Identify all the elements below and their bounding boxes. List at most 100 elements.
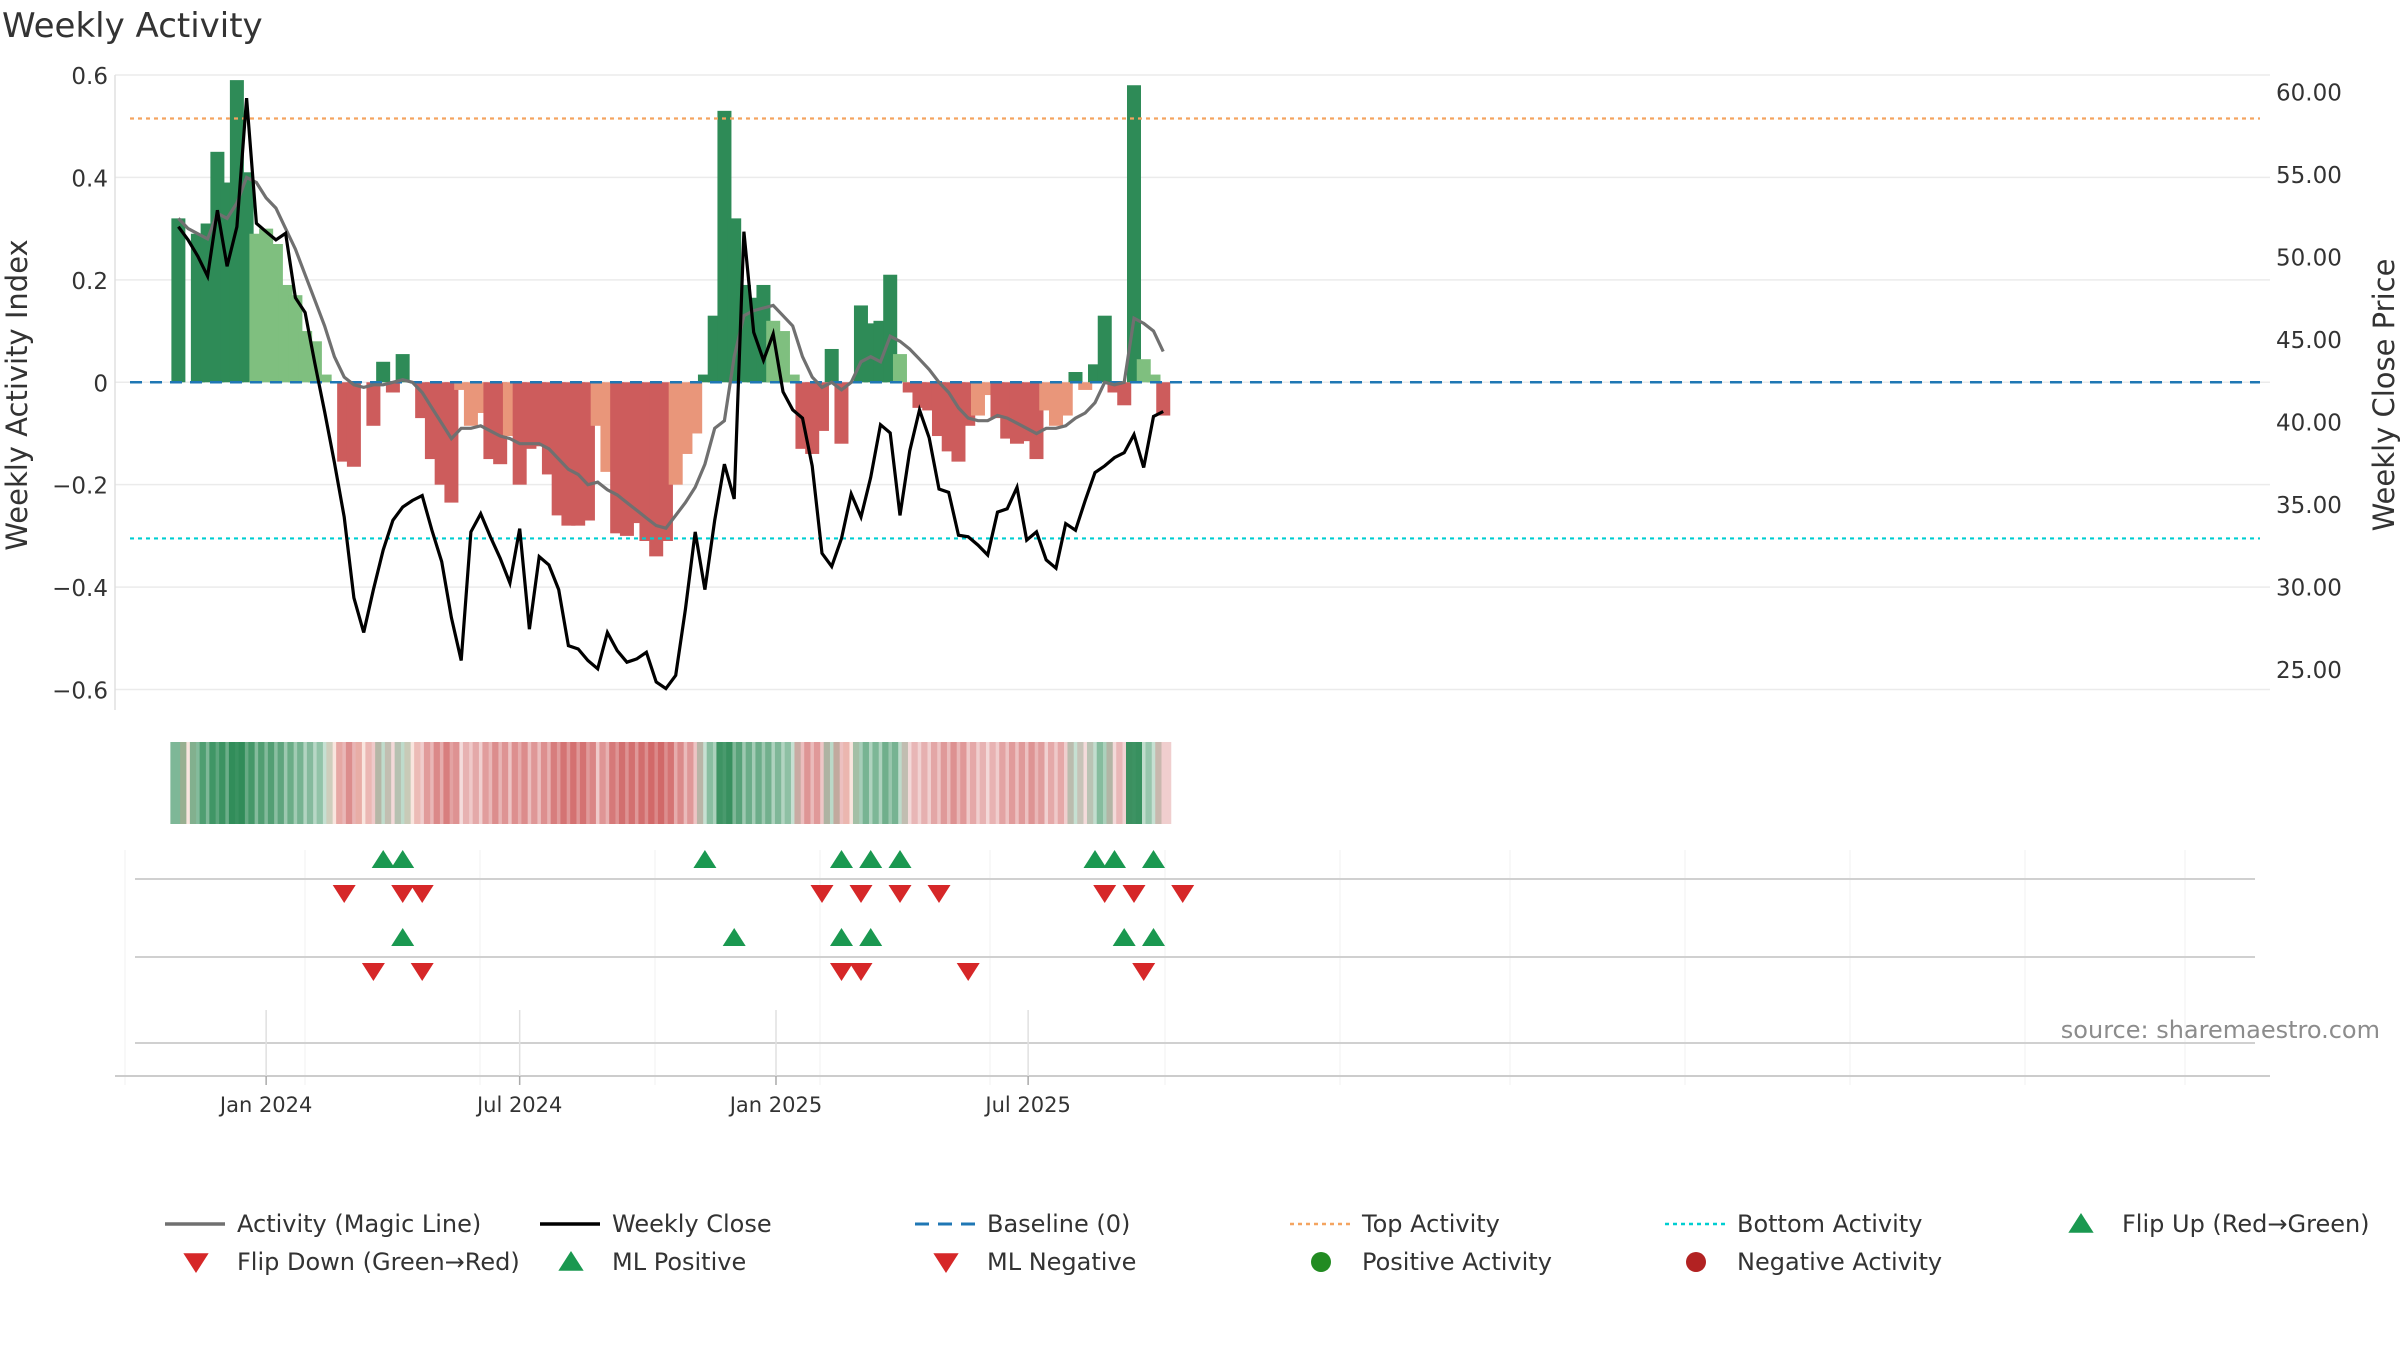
legend-label: Top Activity [1361, 1210, 1500, 1238]
y-tick-label: −0.6 [52, 679, 108, 705]
heat-strip-cell [1125, 742, 1142, 824]
legend-label: Negative Activity [1737, 1248, 1942, 1276]
heat-strip-cell [1155, 742, 1172, 824]
heat-strip-cell [306, 742, 323, 824]
legend-item: Negative Activity [1686, 1248, 1942, 1276]
legend-triangle-up-icon [2068, 1213, 2094, 1233]
legend-item: Baseline (0) [915, 1210, 1130, 1238]
heat-strip-cell [882, 742, 899, 824]
y2-tick-label: 30.00 [2276, 575, 2342, 601]
heat-strip-cell [267, 742, 284, 824]
legend-label: ML Negative [987, 1248, 1136, 1276]
heat-strip-cell [862, 742, 879, 824]
activity-bar [1058, 382, 1073, 416]
legend-label: Bottom Activity [1737, 1210, 1922, 1238]
heat-strip-cell [589, 742, 606, 824]
y2-axis-label: Weekly Close Price [2367, 259, 2400, 532]
heat-strip-cell [472, 742, 489, 824]
weekly-close-series [177, 97, 1164, 691]
activity-bar [385, 382, 400, 393]
heat-strip-cell [1047, 742, 1064, 824]
y2-tick-label: 25.00 [2276, 658, 2342, 684]
heat-strip-cell [1067, 742, 1084, 824]
flip-up-marker [830, 850, 853, 868]
source-text: source: sharemaestro.com [2061, 1016, 2380, 1044]
legend-item: Bottom Activity [1665, 1210, 1922, 1238]
heat-strip-cell [394, 742, 411, 824]
heat-strip-cell [784, 742, 801, 824]
heat-strip-cell [297, 742, 314, 824]
ml-negative-marker [956, 963, 980, 981]
ml-positive-marker [1142, 928, 1165, 946]
heat-strip-cell [852, 742, 869, 824]
ml-negative-marker [849, 963, 873, 981]
chart-title: Weekly Activity [2, 6, 263, 46]
activity-bar [1146, 374, 1161, 383]
flip-down-marker [1171, 885, 1195, 903]
heat-strip-cell [1096, 742, 1113, 824]
heat-strip-cell [511, 742, 528, 824]
activity-bar [171, 218, 186, 383]
activity-bar [902, 382, 917, 393]
y2-tick-label: 50.00 [2276, 245, 2342, 271]
legend-triangle-down-icon [933, 1253, 959, 1273]
activity-bar [814, 382, 829, 431]
heat-strip-cell [443, 742, 460, 824]
y-tick-label: −0.2 [52, 474, 108, 500]
heat-strip-cell [755, 742, 772, 824]
legend-circle-icon [1311, 1252, 1331, 1272]
heat-strip-cell [1057, 742, 1074, 824]
x-tick-label: Jan 2024 [218, 1093, 313, 1117]
y-tick-label: 0.6 [71, 64, 108, 90]
heat-strip-cell [891, 742, 908, 824]
heat-strip-cell [735, 742, 752, 824]
y-tick-label: 0.4 [71, 166, 108, 192]
activity-bar [697, 374, 712, 383]
heat-strip-cell [277, 742, 294, 824]
ml-positive-marker [830, 928, 853, 946]
heat-strip-cell [1077, 742, 1094, 824]
y-tick-label: 0.2 [71, 269, 108, 295]
heat-strip-cell [336, 742, 353, 824]
heat-strip-cell [823, 742, 840, 824]
flip-down-marker [927, 885, 951, 903]
activity-bar [317, 374, 332, 383]
heat-strip-cell [989, 742, 1006, 824]
x-tick-label: Jul 2025 [983, 1093, 1070, 1117]
heat-strip-cell [521, 742, 538, 824]
heat-strip-cell [170, 742, 187, 824]
heat-strip-cell [326, 742, 343, 824]
flip-down-marker [410, 885, 434, 903]
legend-triangle-down-icon [183, 1253, 209, 1273]
flip-down-marker [1122, 885, 1146, 903]
heat-strip-cell [365, 742, 382, 824]
flip-down-marker [1093, 885, 1117, 903]
legend-item: Flip Down (Green→Red) [183, 1248, 520, 1276]
heat-strip-cell [579, 742, 596, 824]
flip-up-marker [693, 850, 717, 868]
heat-strip-cell [1086, 742, 1103, 824]
legend-item: Top Activity [1290, 1210, 1500, 1238]
y2-tick-label: 40.00 [2276, 410, 2342, 436]
activity-bar [834, 382, 849, 444]
magic-line-series [177, 175, 1165, 531]
y-axis-label: Weekly Activity Index [0, 239, 34, 550]
activity-bar [444, 382, 459, 503]
heat-strip-cell [414, 742, 431, 824]
heat-strip-cell [940, 742, 957, 824]
legend-label: Flip Up (Red→Green) [2122, 1210, 2370, 1238]
legend-label: Positive Activity [1362, 1248, 1552, 1276]
heat-strip-cell [872, 742, 889, 824]
ml-positive-marker [859, 928, 883, 946]
x-tick-label: Jul 2024 [475, 1093, 562, 1117]
heat-strip-cell [969, 742, 986, 824]
y2-tick-label: 45.00 [2276, 328, 2342, 354]
heat-strip-cell [999, 742, 1016, 824]
activity-bar [688, 382, 703, 434]
heat-strip-cell [531, 742, 548, 824]
heat-strip-cell [901, 742, 918, 824]
activity-bar [454, 382, 469, 390]
heat-strip-cell [384, 742, 401, 824]
legend-item: Flip Up (Red→Green) [2068, 1210, 2370, 1238]
